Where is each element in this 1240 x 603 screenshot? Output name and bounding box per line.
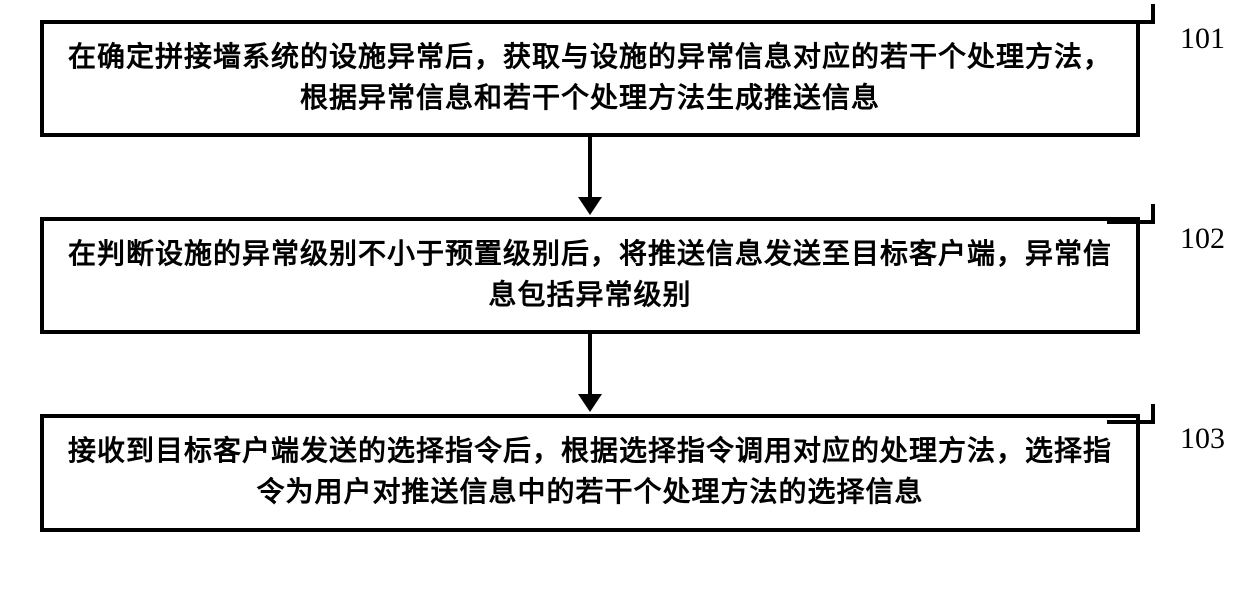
callout-102	[1095, 204, 1155, 240]
process-text-103: 接收到目标客户端发送的选择指令后，根据选择指令调用对应的处理方法，选择指令为用户…	[68, 432, 1112, 513]
arrow-line	[588, 334, 592, 396]
callout-101	[1095, 4, 1155, 40]
arrow-102-103	[40, 334, 1140, 414]
arrow-head-icon	[578, 197, 602, 215]
step-label-102: 102	[1180, 222, 1225, 256]
step-label-103: 103	[1180, 422, 1225, 456]
process-box-102: 在判断设施的异常级别不小于预置级别后，将推送信息发送至目标客户端，异常信息包括异…	[40, 217, 1140, 334]
arrow-101-102	[40, 137, 1140, 217]
callout-segment	[1107, 220, 1155, 224]
callout-103	[1095, 404, 1155, 440]
step-label-101: 101	[1180, 22, 1225, 56]
flowchart-container: 在确定拼接墙系统的设施异常后，获取与设施的异常信息对应的若干个处理方法，根据异常…	[40, 20, 1140, 532]
process-text-102: 在判断设施的异常级别不小于预置级别后，将推送信息发送至目标客户端，异常信息包括异…	[68, 235, 1112, 316]
process-box-103: 接收到目标客户端发送的选择指令后，根据选择指令调用对应的处理方法，选择指令为用户…	[40, 414, 1140, 531]
callout-segment	[1107, 20, 1155, 24]
arrow-head-icon	[578, 394, 602, 412]
process-text-101: 在确定拼接墙系统的设施异常后，获取与设施的异常信息对应的若干个处理方法，根据异常…	[68, 38, 1112, 119]
arrow-line	[588, 137, 592, 199]
callout-segment	[1107, 420, 1155, 424]
process-box-101: 在确定拼接墙系统的设施异常后，获取与设施的异常信息对应的若干个处理方法，根据异常…	[40, 20, 1140, 137]
